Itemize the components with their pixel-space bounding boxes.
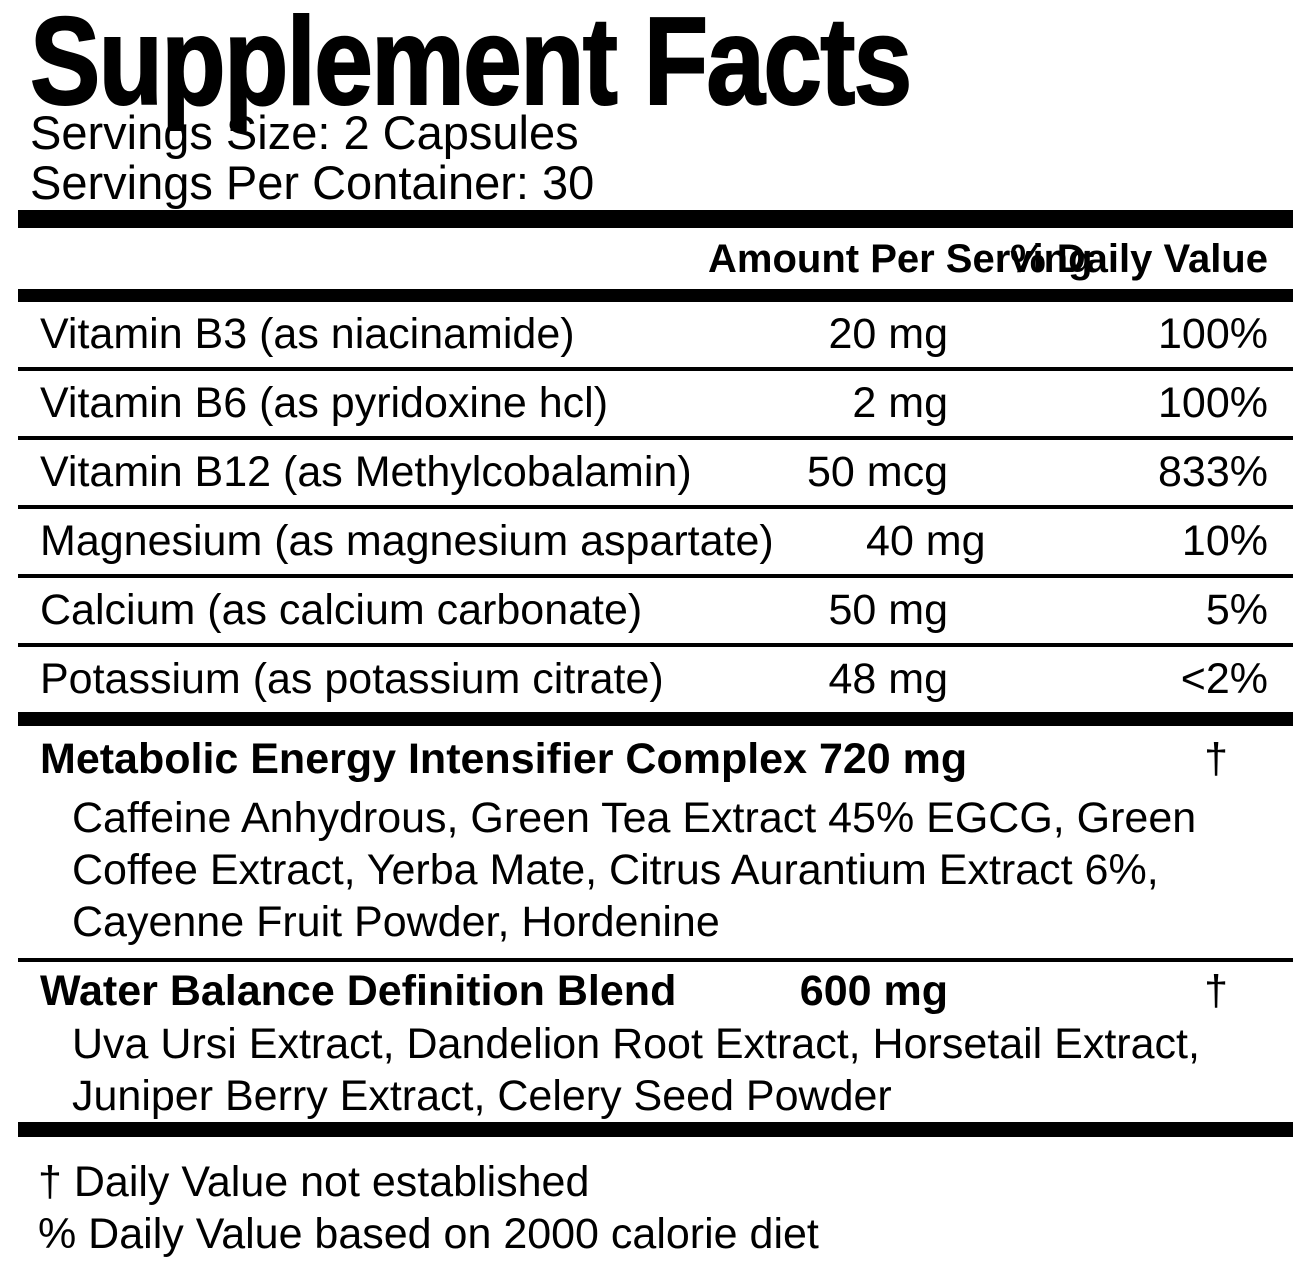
divider-heavy-bottom xyxy=(18,1122,1293,1137)
serving-size-line: Servings Size: 2 Capsules xyxy=(30,106,579,159)
servings-per-container-line: Servings Per Container: 30 xyxy=(30,156,595,209)
nutrient-name: Vitamin B12 (as Methylcobalamin) xyxy=(40,448,692,496)
blend-title: Metabolic Energy Intensifier Complex 720… xyxy=(40,734,968,783)
nutrient-dv: 833% xyxy=(1158,448,1268,496)
dagger-symbol: † xyxy=(1204,734,1228,783)
row-separator xyxy=(18,505,1293,509)
nutrient-amount: 2 mg xyxy=(852,379,948,427)
nutrient-name: Vitamin B6 (as pyridoxine hcl) xyxy=(40,379,609,427)
nutrient-row-magnesium: Magnesium (as magnesium aspartate) 40 mg… xyxy=(18,509,1293,574)
footnotes-block: † Daily Value not established % Daily Va… xyxy=(18,1156,1293,1260)
nutrient-dv: 100% xyxy=(1158,379,1268,427)
nutrient-row-vitamin-b12: Vitamin B12 (as Methylcobalamin) 50 mcg … xyxy=(18,440,1293,505)
nutrient-row-potassium: Potassium (as potassium citrate) 48 mg <… xyxy=(18,647,1293,712)
nutrient-name: Calcium (as calcium carbonate) xyxy=(40,586,643,634)
blend-title: Water Balance Definition Blend xyxy=(40,966,677,1015)
blend-ingredients-metabolic-energy: Caffeine Anhydrous, Green Tea Extract 45… xyxy=(72,794,1197,946)
blend-amount: 600 mg xyxy=(799,966,948,1015)
blend-row-metabolic-energy: Metabolic Energy Intensifier Complex 720… xyxy=(18,726,1293,792)
nutrient-amount: 50 mcg xyxy=(806,448,948,496)
panel-title-text: Supplement Facts xyxy=(29,0,913,131)
panel-title: Supplement Facts xyxy=(29,0,1293,131)
nutrient-name: Magnesium (as magnesium aspartate) xyxy=(40,517,774,565)
divider-heavy-top xyxy=(18,210,1293,228)
nutrient-amount: 50 mg xyxy=(828,586,948,634)
dv-column-header: % Daily Value xyxy=(1010,237,1268,281)
nutrient-dv: 5% xyxy=(1205,586,1268,634)
nutrient-amount: 48 mg xyxy=(828,655,948,703)
nutrient-row-vitamin-b6: Vitamin B6 (as pyridoxine hcl) 2 mg 100% xyxy=(18,371,1293,436)
servings-block: Servings Size: 2 Capsules Servings Per C… xyxy=(30,108,1293,208)
nutrient-name: Vitamin B3 (as niacinamide) xyxy=(40,310,575,358)
divider-above-blends xyxy=(18,712,1293,726)
footnote-daily-value-basis: % Daily Value based on 2000 calorie diet xyxy=(38,1210,819,1258)
supplement-facts-panel: Supplement Facts Servings Size: 2 Capsul… xyxy=(18,0,1293,1260)
nutrient-dv: 10% xyxy=(1181,517,1268,565)
nutrient-dv: <2% xyxy=(1180,655,1268,703)
nutrient-dv: 100% xyxy=(1158,310,1268,358)
divider-under-header xyxy=(18,289,1293,302)
blend-ingredients-water-balance: Uva Ursi Extract, Dandelion Root Extract… xyxy=(72,1020,1200,1120)
nutrient-amount: 20 mg xyxy=(828,310,948,358)
nutrient-row-calcium: Calcium (as calcium carbonate) 50 mg 5% xyxy=(18,578,1293,643)
column-header-row: Amount Per Serving % Daily Value xyxy=(18,228,1293,289)
footnote-daily-value-not-established: † Daily Value not established xyxy=(38,1158,590,1206)
row-separator xyxy=(18,436,1293,440)
row-separator xyxy=(18,574,1293,578)
row-separator xyxy=(18,643,1293,647)
row-separator xyxy=(18,367,1293,371)
amount-column-header: Amount Per Serving xyxy=(708,237,1093,281)
row-separator xyxy=(18,958,1293,962)
nutrient-name: Potassium (as potassium citrate) xyxy=(40,655,664,703)
dagger-symbol: † xyxy=(1204,966,1228,1015)
nutrient-row-vitamin-b3: Vitamin B3 (as niacinamide) 20 mg 100% xyxy=(18,302,1293,367)
blend-row-water-balance: Water Balance Definition Blend 600 mg † xyxy=(18,962,1293,1020)
nutrient-amount: 40 mg xyxy=(866,517,986,565)
